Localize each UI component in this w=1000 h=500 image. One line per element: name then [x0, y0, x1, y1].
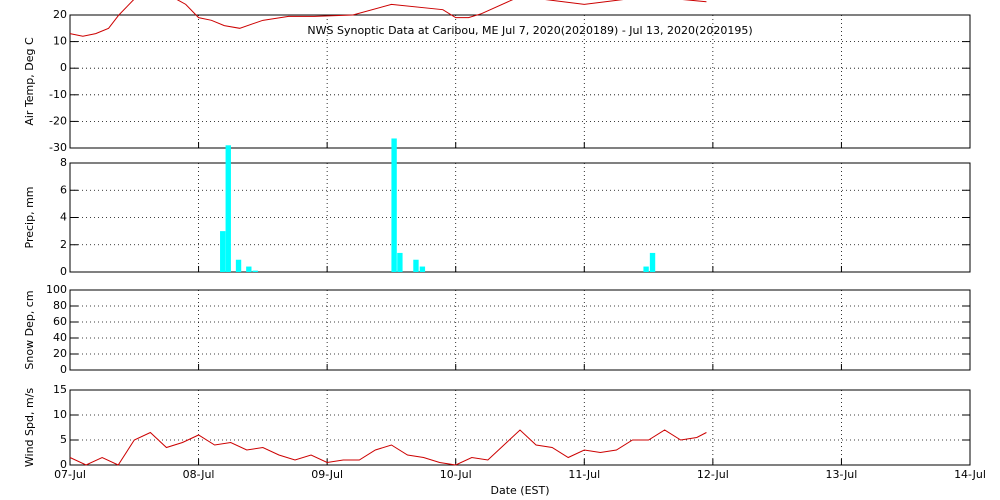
x-tick-label: 14-Jul: [954, 468, 986, 481]
x-tick-label: 10-Jul: [440, 468, 472, 481]
y-tick-label: -20: [49, 114, 67, 127]
y-tick-label: 8: [60, 156, 67, 169]
x-tick-label: 13-Jul: [825, 468, 857, 481]
y-axis-label: Precip, mm: [23, 187, 36, 249]
y-axis-label: Air Temp, Deg C: [23, 37, 36, 126]
panel-frame: [69, 14, 971, 149]
x-tick-label: 11-Jul: [568, 468, 600, 481]
y-tick-label: -30: [49, 141, 67, 154]
bar: [220, 231, 226, 272]
y-tick-label: 10: [53, 35, 67, 48]
bar: [235, 259, 242, 272]
x-tick-label: 08-Jul: [183, 468, 215, 481]
y-tick-label: -10: [49, 88, 67, 101]
y-axis-label: Snow Dep, cm: [23, 290, 36, 369]
x-tick-label: 09-Jul: [311, 468, 343, 481]
line: [69, 429, 707, 466]
x-tick-label: 12-Jul: [697, 468, 729, 481]
y-tick-label: 0: [60, 458, 67, 471]
y-tick-label: 20: [53, 347, 67, 360]
y-tick-label: 20: [53, 8, 67, 21]
bar: [643, 266, 649, 272]
panel-frame: [69, 162, 971, 273]
y-tick-label: 10: [53, 408, 67, 421]
y-tick-label: 6: [60, 183, 67, 196]
x-tick-label: 07-Jul: [54, 468, 86, 481]
y-tick-label: 0: [60, 363, 67, 376]
bar: [649, 252, 656, 272]
bar: [391, 138, 397, 272]
y-tick-label: 5: [60, 433, 67, 446]
y-tick-label: 15: [53, 383, 67, 396]
y-tick-label: 60: [53, 315, 67, 328]
y-tick-label: 0: [60, 61, 67, 74]
line: [69, 0, 707, 37]
bar: [397, 252, 403, 272]
chart-title: NWS Synoptic Data at Caribou, ME Jul 7, …: [307, 24, 752, 37]
bar: [225, 145, 231, 272]
y-axis-label: Wind Spd, m/s: [23, 388, 36, 468]
x-axis-label: Date (EST): [490, 484, 549, 497]
y-tick-label: 80: [53, 299, 67, 312]
bar: [419, 266, 426, 272]
y-tick-label: 40: [53, 331, 67, 344]
bar: [252, 270, 258, 272]
bar: [413, 259, 419, 272]
bar: [246, 266, 252, 272]
panel-frame: [69, 289, 971, 371]
y-tick-label: 0: [60, 265, 67, 278]
y-tick-label: 4: [60, 211, 67, 224]
panel-frame: [69, 389, 971, 466]
y-tick-label: 100: [46, 283, 67, 296]
y-tick-label: 2: [60, 238, 67, 251]
